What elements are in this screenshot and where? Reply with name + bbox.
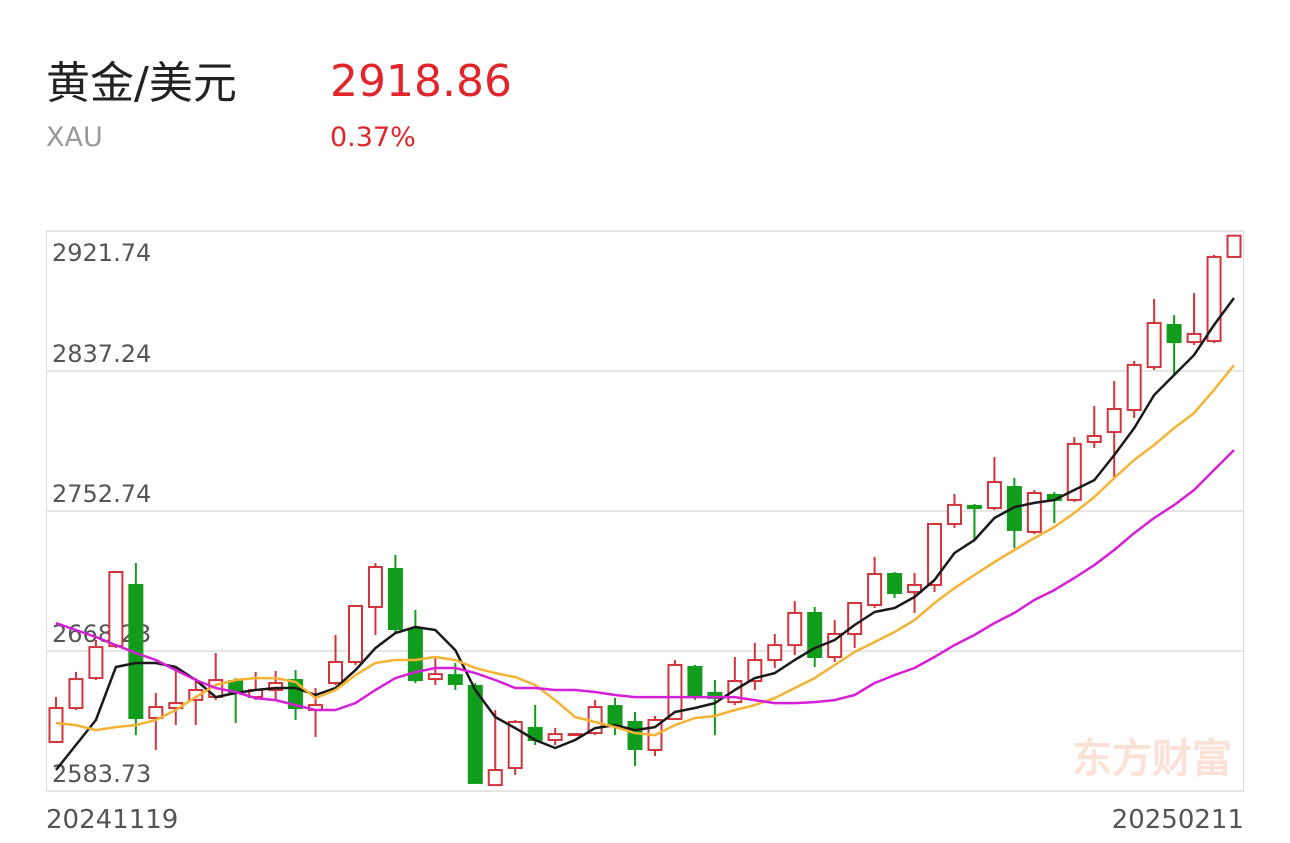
x-tick-label: 20241119 xyxy=(46,805,178,835)
candle-body xyxy=(1206,255,1222,343)
candle-body xyxy=(567,733,583,737)
candle-body xyxy=(268,682,284,691)
candle-body xyxy=(188,688,204,701)
candle-body xyxy=(946,503,962,525)
candle-body xyxy=(407,628,423,682)
candle-body xyxy=(1106,408,1122,434)
candle-body xyxy=(1086,435,1102,443)
candle-body xyxy=(867,573,883,606)
change: 0.37% xyxy=(330,122,416,153)
candle-body xyxy=(1186,332,1202,344)
candle-body xyxy=(88,646,104,680)
candle-body xyxy=(148,706,164,719)
candle-body xyxy=(827,632,843,659)
candle-body xyxy=(467,685,483,784)
candle-body xyxy=(347,604,363,663)
candle-body xyxy=(687,665,703,698)
candle-body xyxy=(1066,442,1082,501)
watermark: 东方财富 xyxy=(1072,736,1232,782)
candle-body xyxy=(1126,363,1142,411)
ma-line xyxy=(55,364,1235,737)
candle-body xyxy=(787,611,803,647)
candle-body xyxy=(427,673,443,681)
candle-body xyxy=(627,720,643,750)
x-tick-label: 20250211 xyxy=(1112,805,1244,835)
candle-body xyxy=(328,660,344,685)
candle-body xyxy=(108,571,124,648)
y-tick-label: 2752.74 xyxy=(52,480,151,508)
candle-body xyxy=(767,644,783,662)
y-tick-label: 2583.73 xyxy=(52,760,151,788)
candle-body xyxy=(1166,324,1182,344)
candle-body xyxy=(667,663,683,720)
code: XAU xyxy=(46,122,103,153)
candle-body xyxy=(1146,322,1162,369)
candle-body xyxy=(1026,491,1042,533)
candle-body xyxy=(747,659,763,683)
ma-line xyxy=(55,297,1236,771)
candle-body xyxy=(367,566,383,608)
y-tick-label: 2837.24 xyxy=(52,340,151,368)
candle-body xyxy=(966,504,982,510)
candle-body xyxy=(927,522,943,586)
candle-body xyxy=(1226,234,1242,258)
candle-body xyxy=(547,733,563,742)
candle-body xyxy=(68,678,84,710)
candle-body xyxy=(607,705,623,726)
candle-body xyxy=(447,674,463,686)
y-tick-label: 2921.74 xyxy=(52,239,151,267)
candle-body xyxy=(507,720,523,770)
candle-body xyxy=(487,769,503,787)
ma-line xyxy=(55,449,1235,712)
candle-body xyxy=(387,568,403,631)
candle-body xyxy=(907,583,923,594)
candle-body xyxy=(986,481,1002,510)
candle-body xyxy=(887,573,903,595)
title: 黄金/美元 xyxy=(46,58,237,109)
price: 2918.86 xyxy=(330,56,512,107)
candle-body xyxy=(48,707,64,744)
